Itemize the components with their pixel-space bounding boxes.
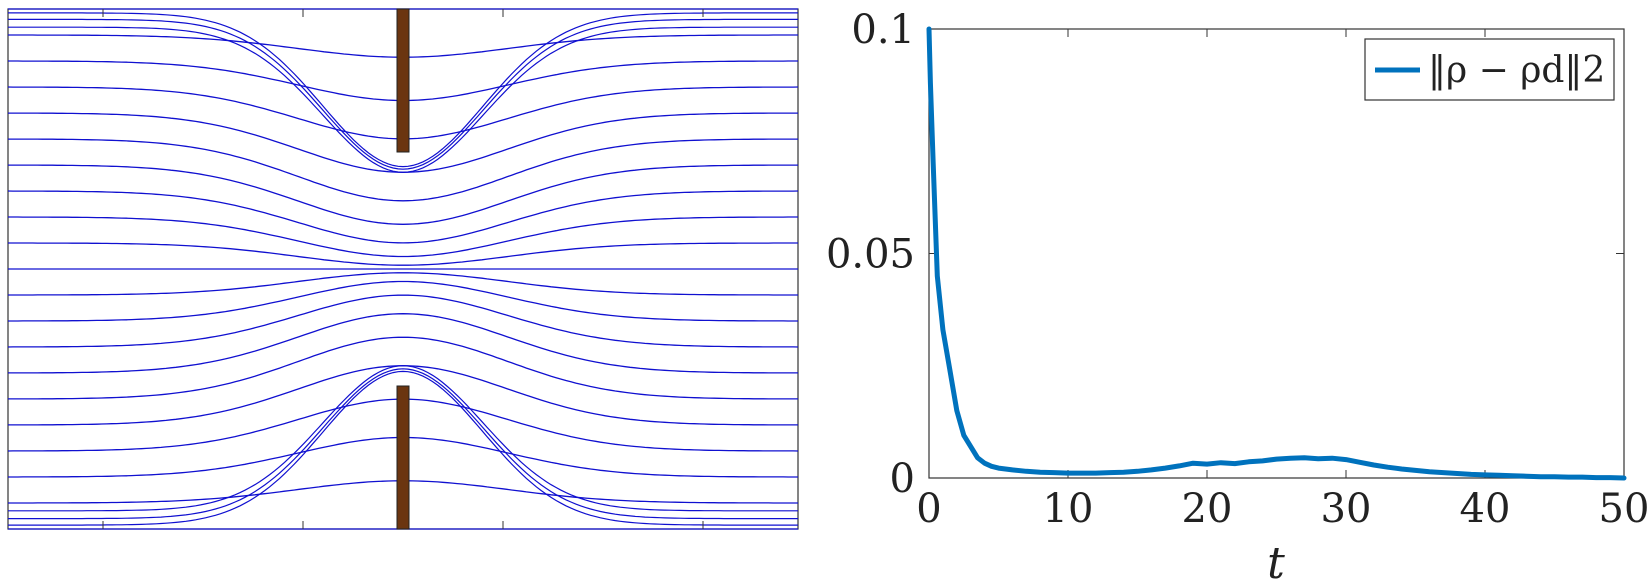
y-tick-label: 0 <box>890 456 915 502</box>
streamline <box>8 242 798 266</box>
streamline <box>8 272 798 296</box>
lower-barrier <box>396 385 410 530</box>
streamline <box>8 280 798 322</box>
streamline <box>8 164 798 225</box>
streamline <box>8 365 798 512</box>
y-tick-label: 0.05 <box>826 232 915 278</box>
streamline <box>8 138 798 202</box>
streamline <box>8 336 798 400</box>
streamline <box>8 216 798 258</box>
y-tick-label: 0.1 <box>851 7 915 53</box>
legend: ‖ρ − ρd‖2 <box>1364 38 1615 101</box>
legend-label: ‖ρ − ρd‖2 <box>1428 50 1605 91</box>
streamline <box>8 368 798 520</box>
x-axis-label: t <box>1267 538 1285 586</box>
x-tick-label: 30 <box>1321 486 1372 532</box>
streamline-plot-ticks <box>102 9 704 529</box>
x-tick-label: 0 <box>916 486 941 532</box>
streamline <box>8 12 798 168</box>
streamline <box>8 313 798 374</box>
streamline-plot <box>7 8 799 530</box>
streamline <box>7 190 799 244</box>
x-tick-label: 40 <box>1460 486 1511 532</box>
x-tick-label: 20 <box>1182 486 1233 532</box>
streamline <box>8 18 798 170</box>
line-chart-tick-labels: 0 10 20 30 40 50 0 0.05 0.1 <box>826 7 1650 532</box>
error-line-chart: 0 10 20 30 40 50 0 0.05 0.1 t ‖ρ − ρd‖2 <box>826 7 1650 586</box>
line-chart-series <box>926 26 1627 481</box>
upper-barrier <box>396 8 410 153</box>
streamline <box>7 294 799 348</box>
streamline <box>8 26 798 173</box>
x-tick-label: 10 <box>1043 486 1094 532</box>
x-tick-label: 50 <box>1599 486 1650 532</box>
line-chart-frame <box>928 28 1625 479</box>
streamline <box>8 370 798 526</box>
series-line <box>926 26 1627 481</box>
obstacles <box>396 8 410 530</box>
